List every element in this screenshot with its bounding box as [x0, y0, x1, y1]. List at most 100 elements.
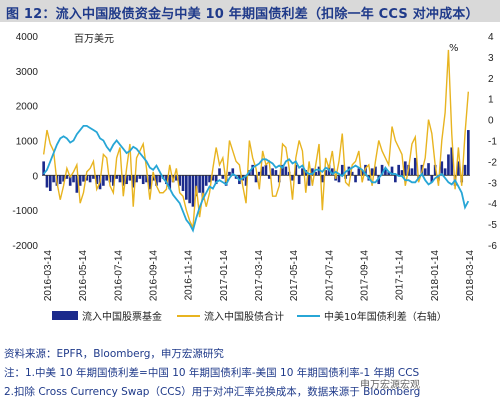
x-tick-label: 2016-09-14: [149, 250, 160, 302]
equity-fund-bar: [324, 170, 327, 176]
left-axis-unit: 百万美元: [74, 32, 114, 45]
notes: 资料来源：EPFR，Bloomberg，申万宏源研究 注：1.中美 10 年期国…: [4, 345, 498, 402]
equity-fund-bar: [228, 171, 231, 176]
equity-fund-bar: [155, 175, 158, 186]
right-tick-label: -2: [488, 157, 497, 168]
equity-fund-bar: [141, 175, 145, 185]
equity-fund-bar: [433, 164, 437, 176]
x-tick-label: 2017-09-14: [360, 250, 371, 302]
right-tick-label: 0: [488, 116, 494, 127]
equity-fund-bar: [443, 168, 447, 176]
equity-fund-bar: [440, 161, 444, 176]
source-note: 资料来源：EPFR，Bloomberg，申万宏源研究: [4, 348, 224, 360]
equity-fund-bar: [347, 166, 351, 176]
x-tick-label: 2018-01-14: [430, 250, 441, 302]
legend-label-total: 流入中国股债合计: [204, 310, 284, 323]
equity-fund-bar: [42, 161, 45, 176]
right-tick-label: 2: [488, 74, 494, 85]
equity-fund-bar: [125, 175, 128, 185]
right-tick-label: 4: [488, 32, 494, 43]
equity-fund-bar: [427, 163, 430, 176]
equity-fund-bar: [397, 164, 400, 176]
equity-fund-bar: [65, 175, 69, 179]
equity-fund-bar: [463, 164, 467, 176]
equity-fund-bar: [108, 175, 112, 183]
equity-fund-bar: [357, 168, 361, 176]
equity-fund-bar: [337, 175, 341, 183]
equity-fund-bar: [148, 175, 152, 190]
right-tick-label: 1: [488, 95, 494, 106]
equity-fund-bar: [297, 175, 301, 185]
equity-fund-bar: [68, 175, 72, 186]
equity-fund-bar: [118, 175, 122, 183]
right-tick-label: 3: [488, 53, 494, 64]
equity-fund-bar: [175, 175, 178, 181]
left-tick-label: 1000: [16, 137, 39, 148]
equity-fund-bar: [198, 175, 201, 193]
equity-fund-bar: [201, 175, 205, 200]
equity-fund-bar: [85, 175, 89, 181]
legend-label-equity: 流入中国股票基金: [82, 310, 162, 323]
note-2: 2.扣除 Cross Currency Swap（CCS）用于对冲汇率兑换成本，…: [4, 386, 421, 398]
left-tick-label: 3000: [16, 67, 39, 78]
equity-fund-bar: [121, 175, 125, 186]
equity-fund-bar: [72, 175, 75, 183]
equity-fund-bar: [181, 175, 185, 192]
equity-fund-bar: [145, 175, 148, 183]
equity-fund-bar: [48, 175, 52, 192]
equity-fund-bar: [112, 175, 115, 186]
equity-fund-bar: [165, 175, 168, 185]
left-tick-label: 2000: [16, 102, 39, 113]
x-tick-label: 2016-05-14: [78, 250, 89, 302]
equity-fund-bar: [82, 175, 85, 182]
equity-fund-bar: [450, 147, 454, 176]
equity-fund-bar: [294, 164, 298, 176]
equity-fund-bar: [261, 166, 264, 176]
equity-fund-bar: [354, 175, 357, 183]
equity-fund-bar: [307, 175, 311, 186]
left-tick-label: -1000: [12, 206, 38, 217]
left-tick-label: 0: [32, 171, 38, 182]
equity-fund-bar: [102, 175, 105, 186]
equity-fund-bar: [208, 175, 211, 183]
equity-fund-bar: [138, 175, 142, 179]
equity-fund-bar: [135, 175, 138, 183]
equity-fund-bar: [267, 175, 271, 179]
equity-fund-bar: [284, 166, 288, 176]
equity-fund-bar: [281, 164, 284, 176]
equity-fund-bar: [314, 171, 318, 176]
equity-fund-bar: [340, 164, 344, 176]
equity-fund-bar: [115, 175, 118, 179]
equity-fund-bar: [311, 168, 314, 176]
equity-fund-bar: [218, 168, 221, 176]
legend: 流入中国股票基金 流入中国股债合计 中美10年国债利差（右轴）: [52, 310, 447, 323]
equity-fund-bar: [264, 164, 268, 176]
equity-fund-bar: [158, 175, 162, 183]
right-tick-label: -5: [488, 220, 497, 231]
equity-fund-bar: [291, 175, 294, 181]
x-tick-label: 2017-03-14: [254, 250, 265, 302]
right-tick-label: -4: [488, 199, 497, 210]
x-tick-label: 2016-03-14: [43, 250, 54, 302]
x-tick-label: 2016-11-14: [184, 250, 195, 301]
equity-fund-bar: [301, 168, 304, 176]
left-tick-label: 4000: [16, 32, 39, 43]
note-1: 注：1.中美 10 年期国债利差=中国 10 年期国债利率-美国 10 年期国债…: [4, 367, 420, 379]
equity-fund-bar: [370, 168, 374, 176]
equity-fund-bar: [185, 175, 188, 200]
equity-fund-bar: [457, 161, 460, 176]
equity-fund-bar: [88, 175, 92, 183]
equity-fund-bar: [92, 175, 95, 179]
equity-fund-bar: [191, 175, 195, 207]
right-axis-unit: %: [449, 43, 459, 54]
equity-fund-bar: [151, 175, 155, 181]
legend-label-spread: 中美10年国债利差（右轴）: [324, 310, 447, 323]
equity-fund-bar: [413, 157, 417, 176]
equity-fund-bar: [271, 168, 274, 176]
right-tick-label: -6: [488, 241, 497, 252]
equity-fund-bar: [221, 175, 225, 179]
title-bar: 图 12：流入中国股债资金与中美 10 年期国债利差（扣除一年 CCS 对冲成本…: [0, 0, 500, 22]
equity-fund-bar: [211, 175, 215, 181]
x-tick-label: 2017-07-14: [324, 250, 335, 302]
